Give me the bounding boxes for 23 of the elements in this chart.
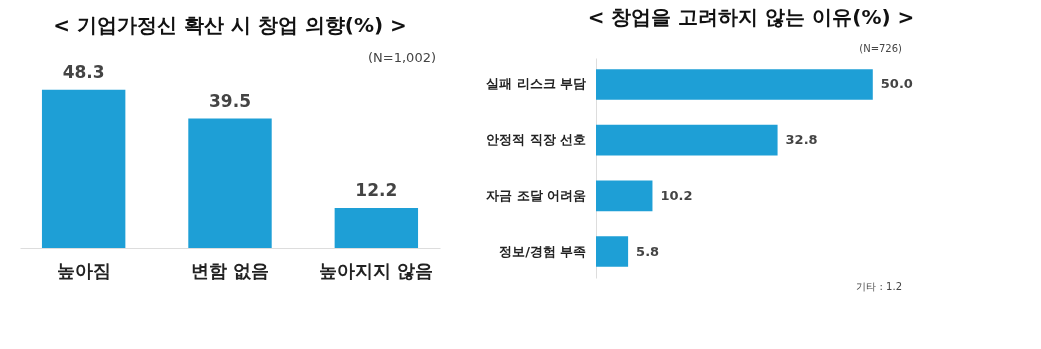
data-label: 39.5 bbox=[209, 90, 251, 111]
x-tick-label: 높아짐 bbox=[56, 259, 111, 281]
text: (N=1,002) bbox=[368, 50, 436, 65]
bar bbox=[596, 124, 778, 156]
y-tick-label: 정보/경험 부족 bbox=[499, 243, 587, 259]
data-label: 48.3 bbox=[62, 61, 105, 82]
x-tick-label: 높아지지 않음 bbox=[319, 259, 434, 281]
data-label: 12.2 bbox=[355, 180, 398, 201]
y-tick-label: 안정적 직장 선호 bbox=[486, 132, 587, 148]
chart-title: < 기업가정신 확산 시 창업 의향(%) > bbox=[53, 13, 407, 37]
bar bbox=[596, 180, 653, 212]
data-label: 10.2 bbox=[660, 187, 693, 203]
y-tick-label: 자금 조달 어려움 bbox=[486, 187, 587, 203]
chart-title: < 창업을 고려하지 않는 이유(%) > bbox=[587, 5, 915, 29]
bar bbox=[596, 69, 873, 100]
x-tick-label: 변함 없음 bbox=[190, 259, 270, 281]
text: (N=726) bbox=[859, 43, 903, 54]
y-tick-label: 실패 리스크 부담 bbox=[486, 76, 587, 92]
text: 기타 : 1.2 bbox=[856, 281, 902, 292]
data-label: 5.8 bbox=[636, 243, 660, 259]
data-label: 32.8 bbox=[785, 132, 818, 148]
data-label: 50.0 bbox=[880, 76, 913, 92]
bar bbox=[596, 236, 629, 267]
